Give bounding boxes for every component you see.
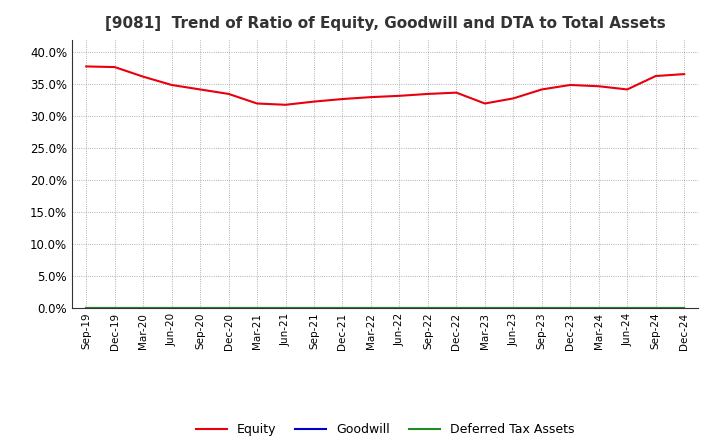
- Goodwill: [509, 305, 518, 311]
- Equity: [623, 87, 631, 92]
- Goodwill: [253, 305, 261, 311]
- Deferred Tax Assets: [82, 305, 91, 311]
- Deferred Tax Assets: [595, 305, 603, 311]
- Equity: [196, 87, 204, 92]
- Equity: [167, 82, 176, 88]
- Deferred Tax Assets: [509, 305, 518, 311]
- Goodwill: [623, 305, 631, 311]
- Deferred Tax Assets: [680, 305, 688, 311]
- Deferred Tax Assets: [623, 305, 631, 311]
- Goodwill: [595, 305, 603, 311]
- Goodwill: [310, 305, 318, 311]
- Goodwill: [652, 305, 660, 311]
- Equity: [310, 99, 318, 104]
- Deferred Tax Assets: [366, 305, 375, 311]
- Deferred Tax Assets: [480, 305, 489, 311]
- Deferred Tax Assets: [167, 305, 176, 311]
- Goodwill: [282, 305, 290, 311]
- Goodwill: [338, 305, 347, 311]
- Deferred Tax Assets: [196, 305, 204, 311]
- Goodwill: [366, 305, 375, 311]
- Deferred Tax Assets: [110, 305, 119, 311]
- Deferred Tax Assets: [452, 305, 461, 311]
- Equity: [253, 101, 261, 106]
- Goodwill: [480, 305, 489, 311]
- Line: Equity: Equity: [86, 66, 684, 105]
- Deferred Tax Assets: [652, 305, 660, 311]
- Deferred Tax Assets: [282, 305, 290, 311]
- Equity: [480, 101, 489, 106]
- Equity: [452, 90, 461, 95]
- Equity: [82, 64, 91, 69]
- Goodwill: [452, 305, 461, 311]
- Deferred Tax Assets: [225, 305, 233, 311]
- Goodwill: [82, 305, 91, 311]
- Goodwill: [167, 305, 176, 311]
- Equity: [225, 91, 233, 96]
- Goodwill: [225, 305, 233, 311]
- Goodwill: [395, 305, 404, 311]
- Deferred Tax Assets: [537, 305, 546, 311]
- Equity: [537, 87, 546, 92]
- Legend: Equity, Goodwill, Deferred Tax Assets: Equity, Goodwill, Deferred Tax Assets: [191, 418, 580, 440]
- Equity: [595, 84, 603, 89]
- Goodwill: [423, 305, 432, 311]
- Deferred Tax Assets: [253, 305, 261, 311]
- Equity: [680, 71, 688, 77]
- Deferred Tax Assets: [139, 305, 148, 311]
- Goodwill: [110, 305, 119, 311]
- Goodwill: [139, 305, 148, 311]
- Goodwill: [196, 305, 204, 311]
- Equity: [366, 95, 375, 100]
- Deferred Tax Assets: [310, 305, 318, 311]
- Goodwill: [566, 305, 575, 311]
- Deferred Tax Assets: [566, 305, 575, 311]
- Equity: [395, 93, 404, 99]
- Goodwill: [537, 305, 546, 311]
- Equity: [423, 91, 432, 96]
- Deferred Tax Assets: [338, 305, 347, 311]
- Equity: [509, 96, 518, 101]
- Equity: [110, 64, 119, 70]
- Equity: [652, 73, 660, 79]
- Deferred Tax Assets: [423, 305, 432, 311]
- Equity: [338, 96, 347, 102]
- Equity: [282, 102, 290, 107]
- Goodwill: [680, 305, 688, 311]
- Deferred Tax Assets: [395, 305, 404, 311]
- Equity: [566, 82, 575, 88]
- Equity: [139, 74, 148, 79]
- Title: [9081]  Trend of Ratio of Equity, Goodwill and DTA to Total Assets: [9081] Trend of Ratio of Equity, Goodwil…: [105, 16, 665, 32]
